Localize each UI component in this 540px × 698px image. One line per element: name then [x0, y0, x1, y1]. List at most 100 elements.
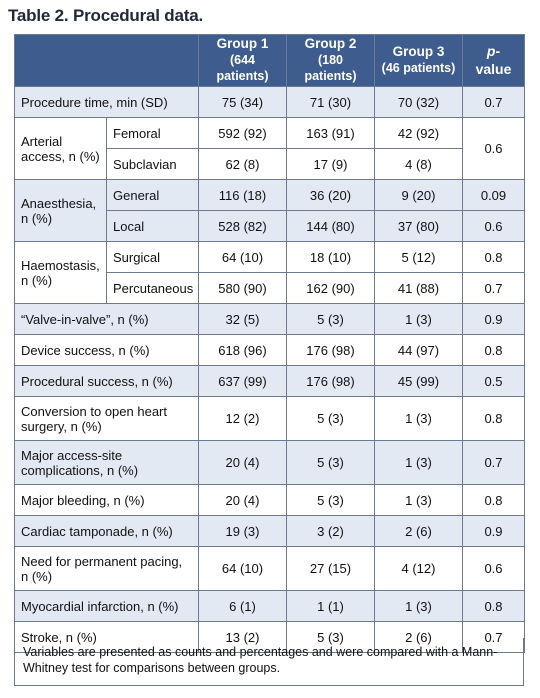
cell-g1: 64 (10) [198, 546, 287, 591]
row-sublabel: Surgical [106, 241, 199, 273]
table-row: Haemostasis, n (%) Surgical 64 (10) 18 (… [14, 241, 525, 304]
cell-g2: 5 (3) [286, 396, 375, 441]
cell-g3: 44 (97) [374, 334, 463, 366]
cell-g3: 1 (3) [374, 440, 463, 485]
cell-p: 0.8 [462, 590, 525, 622]
cell-g2: 5 (3) [286, 621, 375, 653]
row-label-line2: surgery, n (%) [21, 418, 102, 434]
row-label: Device success, n (%) [14, 334, 199, 366]
cell-g2: 176 (98) [286, 334, 375, 366]
cell-g3: 45 (99) [374, 365, 463, 397]
cell-g2: 1 (1) [286, 590, 375, 622]
cell-g1: 32 (5) [198, 303, 287, 335]
cell-g2: 71 (30) [286, 86, 375, 118]
cell-p: 0.9 [462, 303, 525, 335]
header-blank [14, 34, 199, 87]
table-row: Procedural success, n (%) 637 (99) 176 (… [14, 365, 525, 397]
table-row: Myocardial infarction, n (%) 6 (1) 1 (1)… [14, 590, 525, 622]
cell-p: 0.8 [462, 484, 525, 516]
cell-g1: 20 (4) [198, 440, 287, 485]
cell-g3: 4 (12) [374, 546, 463, 591]
cell-p: 0.8 [462, 396, 525, 441]
table-row: Major bleeding, n (%) 20 (4) 5 (3) 1 (3)… [14, 484, 525, 516]
cell-g3: 2 (6) [374, 621, 463, 653]
row-label: Major bleeding, n (%) [14, 484, 199, 516]
cell-p: 0.6 [462, 546, 525, 591]
cell-g3: 42 (92) [374, 117, 463, 149]
cell-g2: 18 (10) [286, 241, 375, 273]
row-label: Conversion to open heart surgery, n (%) [14, 396, 199, 441]
cell-g1: 20 (4) [198, 484, 287, 516]
cell-g2: 36 (20) [286, 179, 375, 211]
procedural-data-table: Group 1 (644 patients) Group 2 (180 patien… [14, 34, 525, 653]
table-row: Major access-site complications, n (%) 20… [14, 440, 525, 485]
row-label: Need for permanent pacing, n (%) [14, 546, 199, 591]
row-label: Major access-site complications, n (%) [14, 440, 199, 485]
cell-g2: 144 (80) [286, 210, 375, 242]
cell-g3: 37 (80) [374, 210, 463, 242]
row-sublabel: Femoral [106, 117, 199, 149]
cell-g3: 70 (32) [374, 86, 463, 118]
cell-g1: 64 (10) [198, 241, 287, 273]
cell-g3: 1 (3) [374, 303, 463, 335]
cell-g1: 592 (92) [198, 117, 287, 149]
cell-g2: 17 (9) [286, 148, 375, 180]
cell-g3: 1 (3) [374, 396, 463, 441]
header-group-2: Group 2 (180 patients) [286, 34, 375, 87]
group-1-name: Group 1 [216, 36, 269, 52]
row-label-line1: Major access-site [21, 447, 123, 463]
table-row: Procedure time, min (SD) 75 (34) 71 (30)… [14, 86, 525, 118]
cell-g3: 2 (6) [374, 515, 463, 547]
row-label-line2: complications, n (%) [21, 462, 139, 478]
header-group-1: Group 1 (644 patients) [198, 34, 287, 87]
row-label: “Valve-in-valve”, n (%) [14, 303, 199, 335]
row-label-line1: Conversion to open heart [21, 403, 167, 419]
table-row: Stroke, n (%) 13 (2) 5 (3) 2 (6) 0.7 [14, 621, 525, 653]
cell-g3: 5 (12) [374, 241, 463, 273]
cell-g3: 41 (88) [374, 272, 463, 304]
row-sublabel: General [106, 179, 199, 211]
cell-g3: 4 (8) [374, 148, 463, 180]
cell-g2: 176 (98) [286, 365, 375, 397]
cell-p: 0.6 [462, 210, 525, 242]
table-row: Device success, n (%) 618 (96) 176 (98) … [14, 334, 525, 366]
cell-g1: 618 (96) [198, 334, 287, 366]
cell-p: 0.9 [462, 515, 525, 547]
cell-g1: 637 (99) [198, 365, 287, 397]
header-group-3: Group 3 (46 patients) [374, 34, 463, 87]
cell-g2: 27 (15) [286, 546, 375, 591]
table-row: Need for permanent pacing, n (%) 64 (10) … [14, 546, 525, 591]
row-label-line2: n (%) [21, 568, 53, 584]
cell-g1: 528 (82) [198, 210, 287, 242]
row-label-line1: Need for permanent pacing, [21, 553, 183, 569]
table-row: Arterial access, n (%) Femoral 592 (92) … [14, 117, 525, 180]
table-row: Cardiac tamponade, n (%) 19 (3) 3 (2) 2 … [14, 515, 525, 547]
cell-g1: 75 (34) [198, 86, 287, 118]
cell-g2: 163 (91) [286, 117, 375, 149]
row-sublabel: Local [106, 210, 199, 242]
row-label: Procedure time, min (SD) [14, 86, 199, 118]
row-sublabel: Percutaneous [106, 272, 199, 304]
cell-g1: 6 (1) [198, 590, 287, 622]
cell-g2: 3 (2) [286, 515, 375, 547]
header-row: Group 1 (644 patients) Group 2 (180 patien… [14, 34, 525, 87]
row-label: Cardiac tamponade, n (%) [14, 515, 199, 547]
row-label: Haemostasis, n (%) [14, 241, 107, 304]
table-row: Conversion to open heart surgery, n (%) 1… [14, 396, 525, 441]
header-p-value: p-value [462, 34, 525, 87]
cell-g2: 5 (3) [286, 440, 375, 485]
p-rest: -value [475, 43, 512, 77]
cell-p: 0.8 [462, 334, 525, 366]
group-2-patients: (180 patients) [304, 53, 357, 83]
cell-p: 0.7 [462, 272, 525, 304]
table-row: Subclavian 62 (8) 17 (9) 4 (8) [15, 148, 525, 180]
row-label: Myocardial infarction, n (%) [14, 590, 199, 622]
cell-g2: 5 (3) [286, 484, 375, 516]
group-1-patients: (644 patients) [216, 53, 269, 83]
row-sublabel: Subclavian [106, 148, 199, 180]
group-3-name: Group 3 [392, 44, 445, 60]
cell-g1: 12 (2) [198, 396, 287, 441]
cell-p: 0.7 [462, 440, 525, 485]
cell-p: 0.7 [462, 86, 525, 118]
